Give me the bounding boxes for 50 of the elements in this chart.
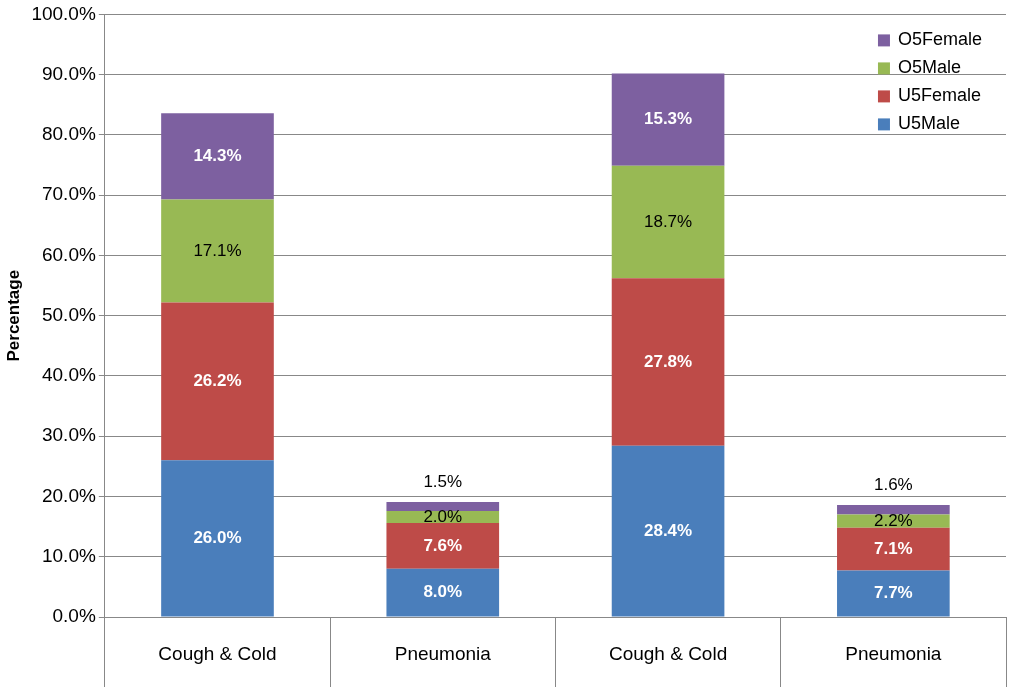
- bar: [611, 445, 725, 617]
- bar: [611, 278, 725, 446]
- y-tick-label: 0.0%: [52, 605, 96, 627]
- bar: [386, 568, 500, 617]
- data-label: 7.6%: [423, 535, 463, 555]
- bar: [837, 570, 950, 617]
- legend-label: O5Female: [897, 29, 983, 50]
- data-label: 26.2%: [193, 371, 242, 391]
- legend-label: U5Female: [897, 85, 981, 106]
- bar: [161, 460, 274, 617]
- x-tick-label: Cough & Cold: [158, 643, 277, 665]
- data-label: 17.1%: [193, 240, 242, 260]
- bar: [386, 522, 500, 569]
- data-label: 18.7%: [643, 211, 693, 231]
- bar: [611, 165, 725, 279]
- y-axis-title: Percentage: [3, 269, 23, 362]
- bar: [837, 504, 950, 515]
- bar: [837, 527, 950, 571]
- data-label: 1.5%: [423, 471, 463, 491]
- y-tick-label: 50.0%: [41, 303, 96, 325]
- y-tick-label: 90.0%: [41, 62, 96, 84]
- y-tick-label: 40.0%: [41, 364, 96, 386]
- data-label: 2.2%: [873, 510, 913, 530]
- x-tick-label: Pneumonia: [845, 643, 942, 665]
- data-label: 14.3%: [193, 146, 242, 165]
- legend-label: O5Male: [897, 57, 961, 78]
- y-tick-label: 100.0%: [31, 2, 96, 24]
- data-label: 26.0%: [193, 528, 242, 548]
- y-tick-label: 70.0%: [41, 183, 96, 205]
- data-label: 28.4%: [643, 520, 693, 540]
- data-label: 1.6%: [873, 474, 913, 494]
- data-label: 2.0%: [423, 506, 463, 526]
- bar: [161, 113, 274, 200]
- x-tick-label: Pneumonia: [394, 643, 492, 665]
- y-tick-label: 20.0%: [41, 484, 96, 506]
- bar: [386, 501, 500, 511]
- bar: [161, 302, 274, 461]
- data-label: 8.0%: [423, 582, 463, 602]
- data-label: 15.3%: [643, 109, 693, 129]
- x-tick-label: Cough & Cold: [608, 643, 728, 665]
- bar: [611, 73, 725, 166]
- data-label: 7.7%: [873, 583, 913, 603]
- legend-label: U5Male: [897, 113, 960, 134]
- bar: [161, 199, 274, 303]
- y-tick-label: 10.0%: [41, 544, 96, 566]
- y-tick-label: 80.0%: [41, 123, 96, 145]
- y-tick-label: 30.0%: [41, 424, 96, 446]
- data-label: 7.1%: [873, 538, 913, 558]
- data-label: 27.8%: [643, 351, 693, 371]
- y-tick-label: 60.0%: [41, 243, 96, 265]
